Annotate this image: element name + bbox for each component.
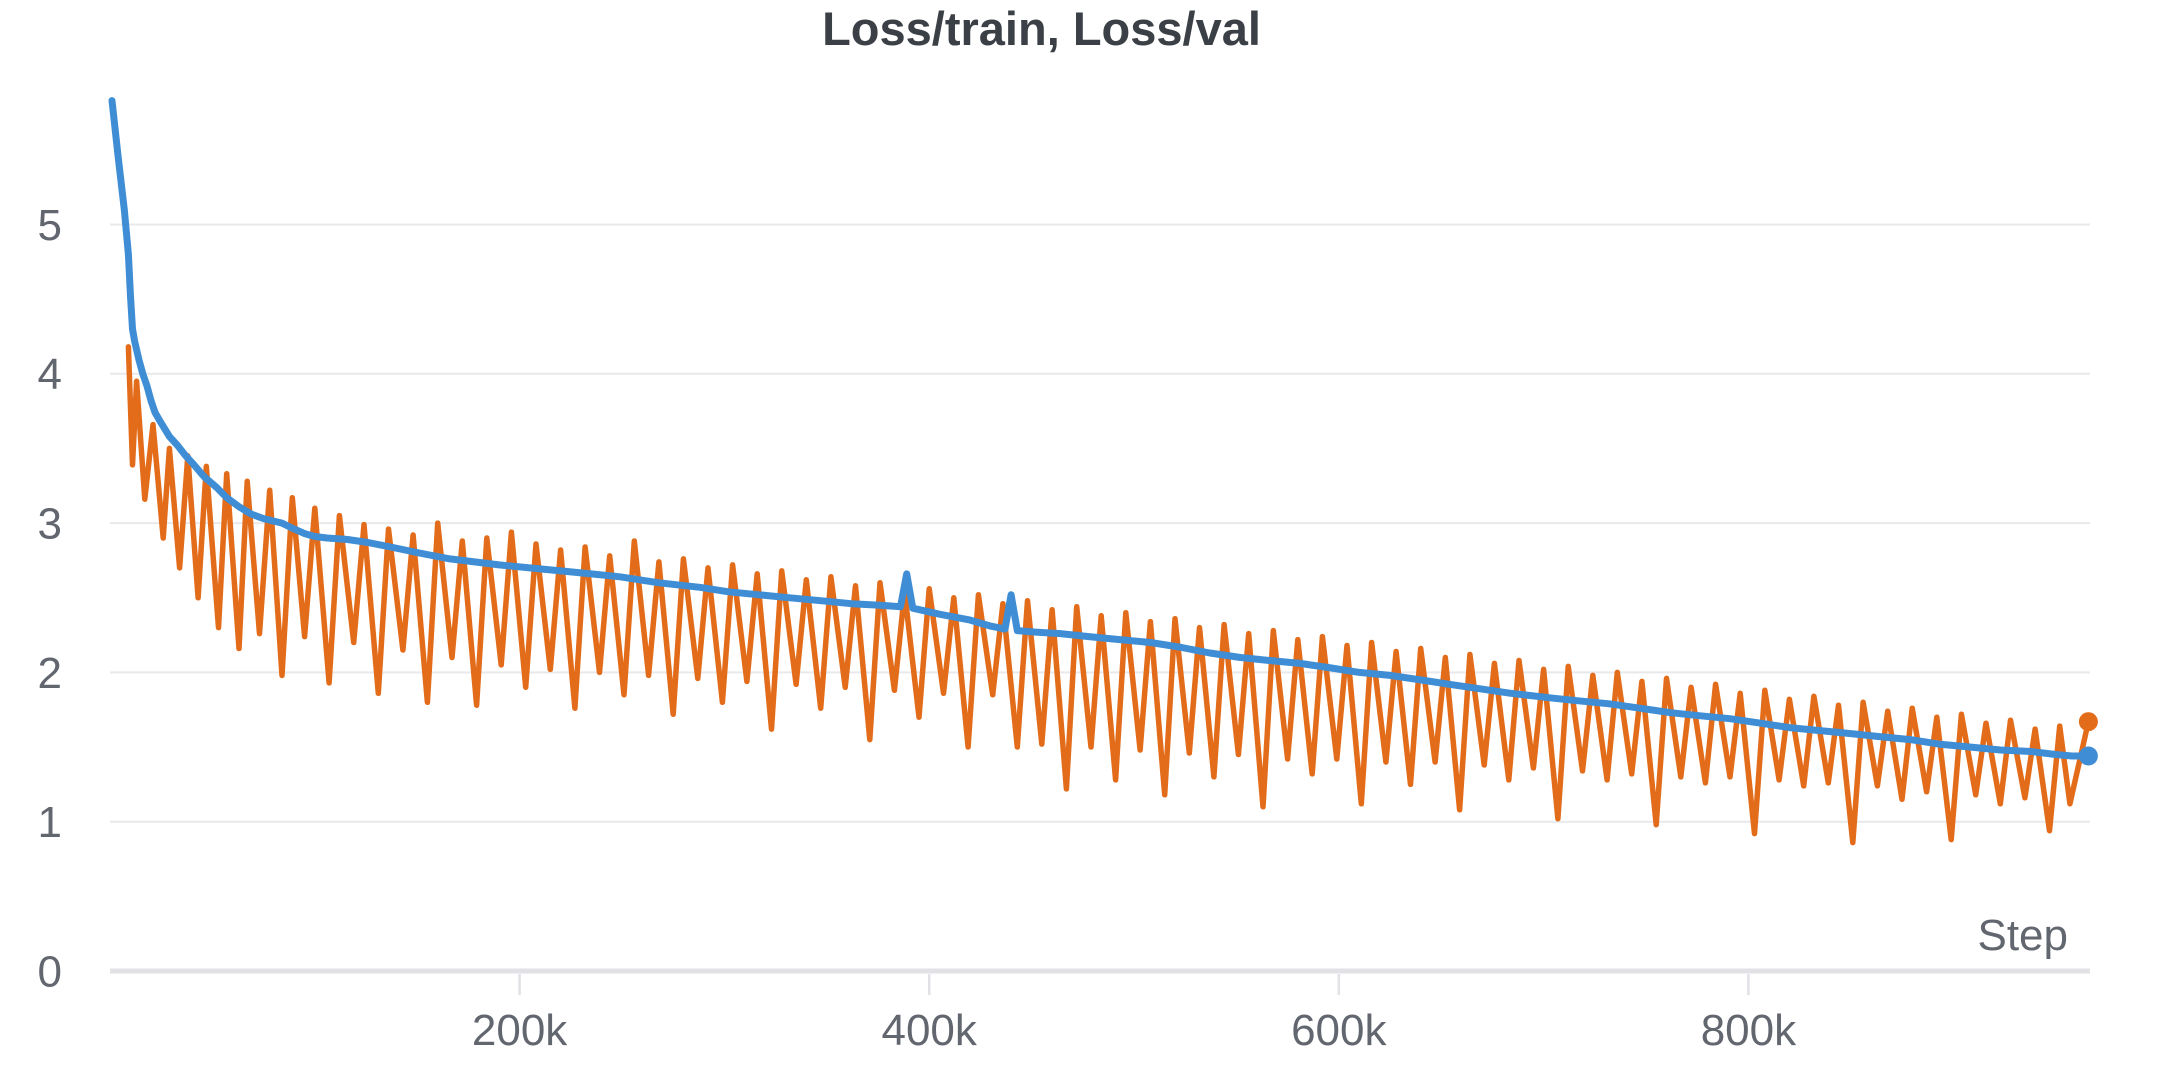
loss-val-endpoint-dot: [2078, 746, 2098, 766]
y-tick-label: 3: [38, 500, 62, 549]
y-tick-label: 2: [38, 649, 62, 698]
y-tick-label: 5: [38, 201, 62, 250]
x-tick-label: 800k: [1701, 1006, 1797, 1055]
x-tick-label: 200k: [472, 1006, 568, 1055]
series-group: [108, 97, 2098, 846]
x-axis-title: Step: [1977, 911, 2068, 960]
y-tick-label: 1: [38, 798, 62, 847]
loss-train-line: [125, 344, 2092, 846]
y-tick-label: 4: [38, 350, 62, 399]
chart-title: Loss/train, Loss/val: [822, 2, 1261, 55]
loss-val-line: [108, 97, 2092, 760]
x-tick-label: 600k: [1291, 1006, 1387, 1055]
loss-train-endpoint-dot: [2078, 712, 2098, 732]
y-tick-label: 0: [38, 947, 62, 996]
x-tick-label: 400k: [881, 1006, 977, 1055]
axis-labels-group: 0 1 2 3 4 5 200k 400k 600k 800k: [38, 201, 1798, 1055]
